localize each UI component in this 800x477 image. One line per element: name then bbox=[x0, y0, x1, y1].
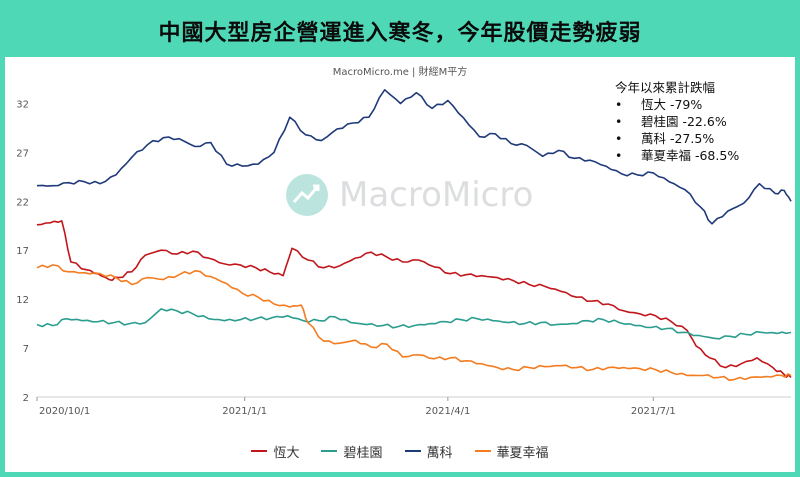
legend-item: 恆大 bbox=[251, 442, 299, 461]
annotation-box: 今年以來累計跌幅 • 恆大 -79% • 碧桂園 -22.6% • 萬科 -27.5% • 華… bbox=[615, 79, 791, 164]
watermark: MacroMicro bbox=[285, 173, 533, 217]
macromicro-logo-icon bbox=[286, 174, 328, 216]
legend-item: 萬科 bbox=[404, 442, 453, 461]
legend-swatch bbox=[404, 450, 421, 452]
y-tick-label: 2 bbox=[23, 393, 29, 404]
x-tick-label: 2021/7/1 bbox=[631, 406, 676, 417]
legend-label: 華夏幸福 bbox=[496, 445, 549, 461]
legend-label: 恆大 bbox=[273, 445, 300, 461]
annotation-item-text: 萬科 -27.5% bbox=[641, 131, 715, 146]
annotation-heading: 今年以來累計跌幅 bbox=[615, 80, 716, 95]
chart-area: MacroMicro.me | 財經M平方 MacroMicro 2 7 12 17 2… bbox=[5, 57, 795, 472]
y-tick-label: 22 bbox=[16, 197, 29, 208]
annotation-item-text: 華夏幸福 -68.5% bbox=[641, 148, 740, 163]
y-tick-label: 32 bbox=[16, 99, 29, 110]
watermark-text: MacroMicro bbox=[339, 175, 534, 215]
annotation-item: • 萬科 -27.5% bbox=[615, 130, 791, 147]
legend-label: 碧桂園 bbox=[343, 445, 383, 461]
y-tick-label: 17 bbox=[16, 246, 29, 257]
y-tick-label: 12 bbox=[16, 295, 29, 306]
legend-item: 華夏幸福 bbox=[474, 442, 549, 461]
chart-title: 中國大型房企營運進入寒冬，今年股價走勢疲弱 bbox=[158, 21, 642, 46]
x-tick-label: 2021/4/1 bbox=[425, 406, 470, 417]
series-line-3 bbox=[36, 88, 792, 225]
series-line-2 bbox=[36, 308, 792, 340]
legend-label: 萬科 bbox=[426, 445, 453, 461]
legend-swatch bbox=[474, 450, 491, 452]
series-line-1 bbox=[36, 220, 792, 378]
chart-legend: 恆大 碧桂園 萬科 華夏幸福 bbox=[5, 440, 795, 462]
legend-item: 碧桂園 bbox=[321, 442, 383, 461]
bullet: • bbox=[615, 97, 623, 112]
annotation-item: • 恆大 -79% bbox=[615, 96, 791, 113]
annotation-item: • 華夏幸福 -68.5% bbox=[615, 147, 791, 164]
title-bar: 中國大型房企營運進入寒冬，今年股價走勢疲弱 bbox=[5, 5, 795, 57]
y-tick-label: 27 bbox=[16, 148, 29, 159]
series-line-4 bbox=[36, 264, 792, 382]
annotation-item-text: 碧桂園 -22.6% bbox=[641, 114, 727, 129]
annotation-item: • 碧桂園 -22.6% bbox=[615, 113, 791, 130]
legend-swatch bbox=[251, 450, 268, 452]
annotation-item-text: 恆大 -79% bbox=[641, 97, 703, 112]
x-tick-label: 2020/10/1 bbox=[39, 406, 90, 417]
y-tick-label: 7 bbox=[23, 344, 29, 355]
bullet: • bbox=[615, 148, 623, 163]
legend-swatch bbox=[321, 450, 338, 452]
source-label: MacroMicro.me | 財經M平方 bbox=[332, 67, 468, 78]
x-tick-label: 2021/1/1 bbox=[222, 406, 267, 417]
bullet: • bbox=[615, 131, 623, 146]
bullet: • bbox=[615, 114, 623, 129]
